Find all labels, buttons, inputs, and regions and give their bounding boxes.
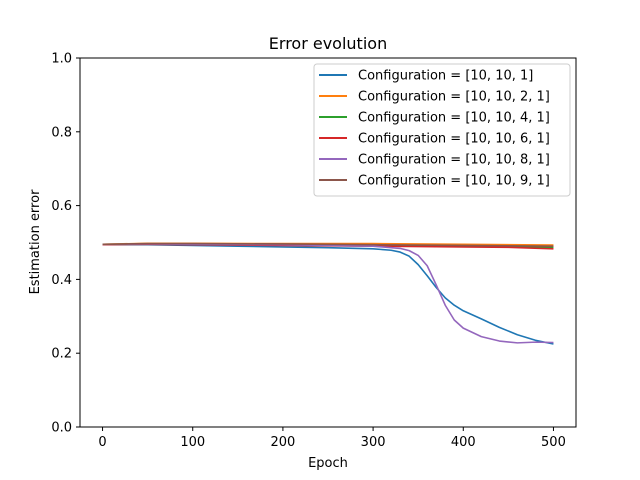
legend-entry: Configuration = [10, 10, 9, 1] [358,174,550,189]
x-tick-label: 400 [451,435,476,450]
series-line-5 [102,243,554,344]
series-layer [102,242,554,345]
y-tick-label: 0.0 [51,421,72,436]
x-tick-label: 500 [541,435,566,450]
x-tick-label: 300 [361,435,386,450]
legend: Configuration = [10, 10, 1] Configuration… [313,63,571,197]
series-line-1 [102,243,554,345]
legend-entry: Configuration = [10, 10, 8, 1] [358,153,550,168]
x-axis-ticks: 0 100 200 300 400 500 [98,427,566,450]
x-axis-label: Epoch [308,456,348,471]
legend-entry: Configuration = [10, 10, 4, 1] [358,111,550,126]
y-tick-label: 0.4 [51,273,72,288]
legend-entry: Configuration = [10, 10, 2, 1] [358,90,550,105]
legend-entry: Configuration = [10, 10, 1] [358,69,533,84]
legend-box [313,63,571,197]
y-tick-label: 1.0 [51,52,72,67]
y-axis-label: Estimation error [28,189,43,294]
series-line-6 [102,242,554,247]
x-tick-label: 200 [270,435,295,450]
y-tick-label: 0.8 [51,125,72,140]
y-tick-label: 0.2 [51,347,72,362]
legend-entry: Configuration = [10, 10, 6, 1] [358,132,550,147]
x-tick-label: 100 [180,435,205,450]
chart-title: Error evolution [269,34,387,53]
x-tick-label: 0 [98,435,106,450]
y-tick-label: 0.6 [51,199,72,214]
y-axis-ticks: 0.0 0.2 0.4 0.6 0.8 1.0 [51,52,80,436]
plot-frame [79,57,577,428]
